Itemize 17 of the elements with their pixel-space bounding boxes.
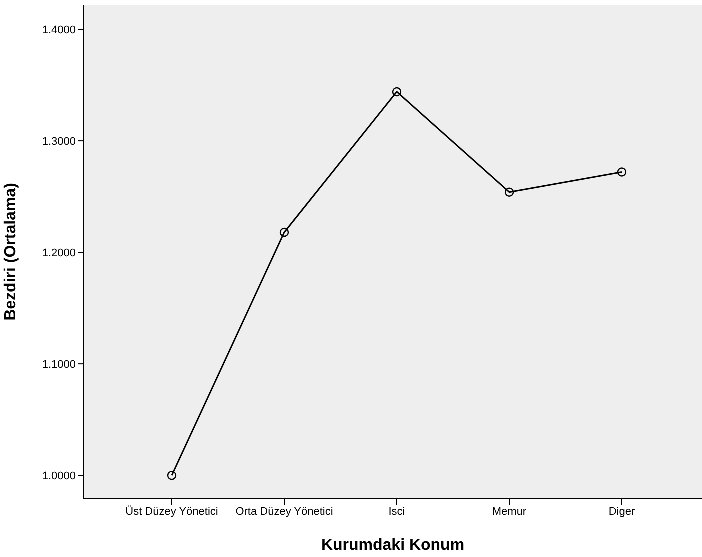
x-tick-label: Diger (608, 506, 636, 518)
x-axis-title: Kurumdaki Konum (321, 537, 465, 554)
x-tick-label: Memur (492, 506, 527, 518)
y-tick-label: 1.1000 (42, 358, 76, 371)
point (280, 228, 290, 238)
y-tick-label: 1.2000 (42, 247, 76, 260)
x-tick-label: Orta Düzey Yönetici (236, 506, 334, 518)
x-tick-label: Üst Düzey Yönetici (126, 504, 218, 518)
y-axis-title: Bezdiri (Ortalama) (2, 183, 20, 321)
point (167, 470, 177, 480)
point (504, 188, 514, 197)
point (392, 87, 402, 97)
x-tick-label: Isci (388, 506, 406, 518)
y-tick-label: 1.3000 (42, 136, 76, 148)
y-tick-label: 1.0000 (42, 470, 76, 482)
y-tick-label: 1.4000 (42, 24, 76, 36)
point (617, 168, 627, 177)
